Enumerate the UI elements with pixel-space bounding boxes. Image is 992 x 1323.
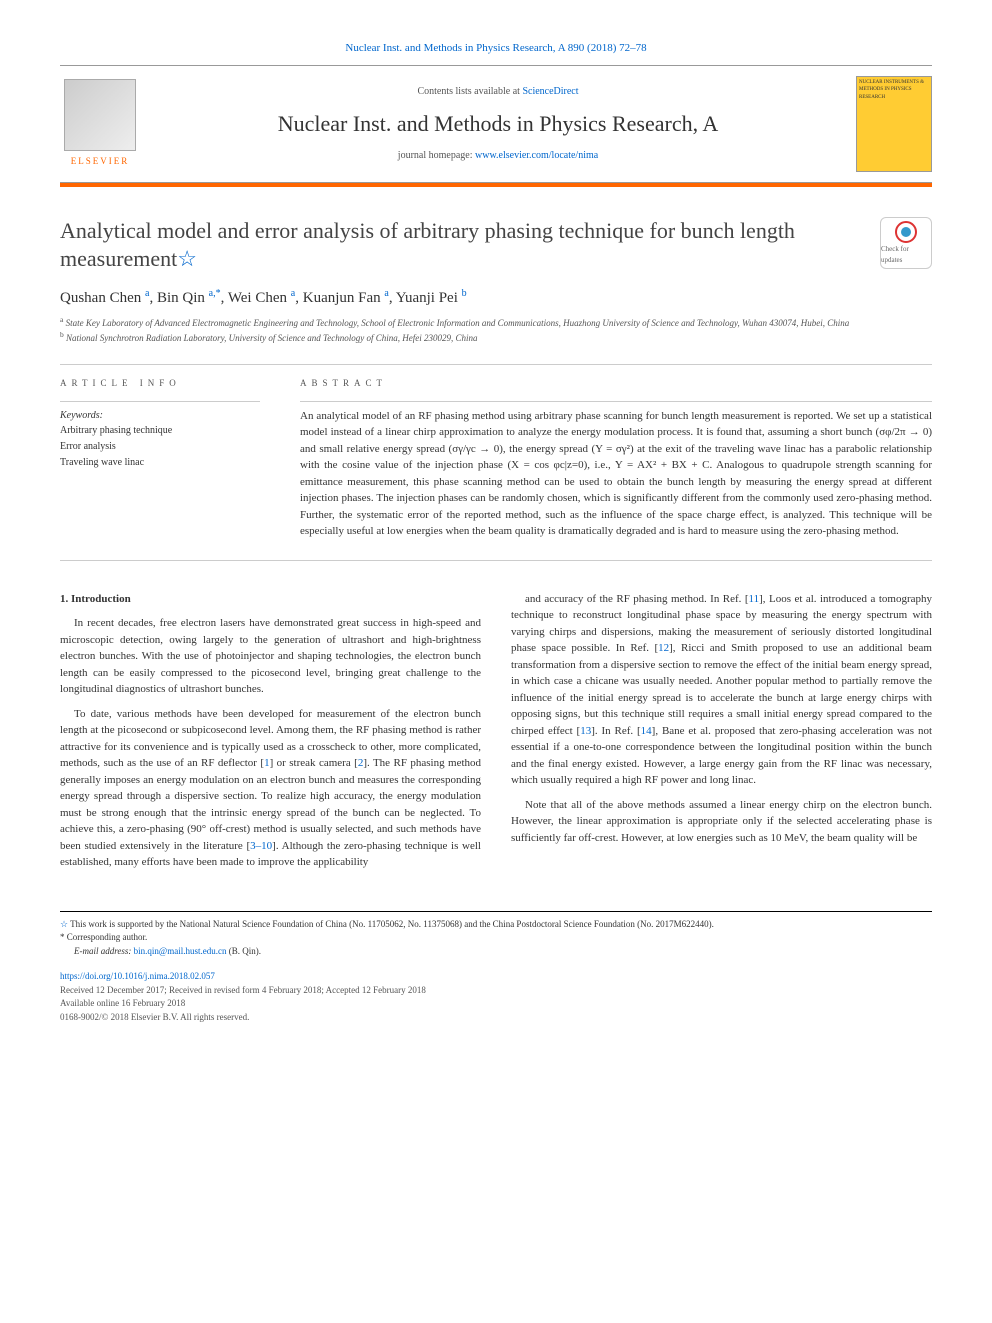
paper-title: Analytical model and error analysis of a… (60, 217, 880, 274)
accent-bar (60, 183, 932, 187)
section-heading-1: 1. Introduction (60, 591, 481, 608)
keywords-label: Keywords: (60, 408, 260, 423)
abstract-label: ABSTRACT (300, 377, 932, 391)
body-para: and accuracy of the RF phasing method. I… (511, 591, 932, 789)
contents-available: Contents lists available at ScienceDirec… (160, 84, 836, 99)
divider (60, 560, 932, 561)
publisher-logo: ELSEVIER (60, 79, 140, 169)
doi-link[interactable]: https://doi.org/10.1016/j.nima.2018.02.0… (60, 970, 932, 984)
journal-name: Nuclear Inst. and Methods in Physics Res… (160, 107, 836, 140)
body-text: 1. Introduction In recent decades, free … (60, 591, 932, 871)
affiliations: a State Key Laboratory of Advanced Elect… (60, 315, 932, 344)
journal-header: ELSEVIER Contents lists available at Sci… (60, 65, 932, 183)
available-date: Available online 16 February 2018 (60, 997, 932, 1011)
received-dates: Received 12 December 2017; Received in r… (60, 984, 932, 998)
body-para: To date, various methods have been devel… (60, 706, 481, 871)
footnote-star-icon: ☆ (177, 246, 197, 271)
check-updates-icon (894, 220, 918, 244)
article-info-label: ARTICLE INFO (60, 377, 260, 391)
journal-homepage: journal homepage: www.elsevier.com/locat… (160, 148, 836, 163)
email-link[interactable]: bin.qin@mail.hust.edu.cn (134, 946, 227, 956)
body-para: Note that all of the above methods assum… (511, 797, 932, 847)
keywords-list: Arbitrary phasing techniqueError analysi… (60, 423, 260, 471)
running-head: Nuclear Inst. and Methods in Physics Res… (60, 40, 932, 57)
publisher-name: ELSEVIER (71, 155, 130, 169)
elsevier-tree-icon (64, 79, 136, 151)
homepage-link[interactable]: www.elsevier.com/locate/nima (475, 150, 598, 161)
copyright: 0168-9002/© 2018 Elsevier B.V. All right… (60, 1011, 932, 1025)
authors-line: Qushan Chen a, Bin Qin a,*, Wei Chen a, … (60, 286, 932, 310)
journal-cover-thumbnail: NUCLEAR INSTRUMENTS & METHODS IN PHYSICS… (856, 76, 932, 172)
sciencedirect-link[interactable]: ScienceDirect (522, 86, 578, 97)
abstract-text: An analytical model of an RF phasing met… (300, 408, 932, 540)
body-para: In recent decades, free electron lasers … (60, 615, 481, 698)
footnotes: ☆ This work is supported by the National… (60, 911, 932, 959)
check-updates-button[interactable]: Check for updates (880, 217, 932, 269)
divider (60, 364, 932, 365)
